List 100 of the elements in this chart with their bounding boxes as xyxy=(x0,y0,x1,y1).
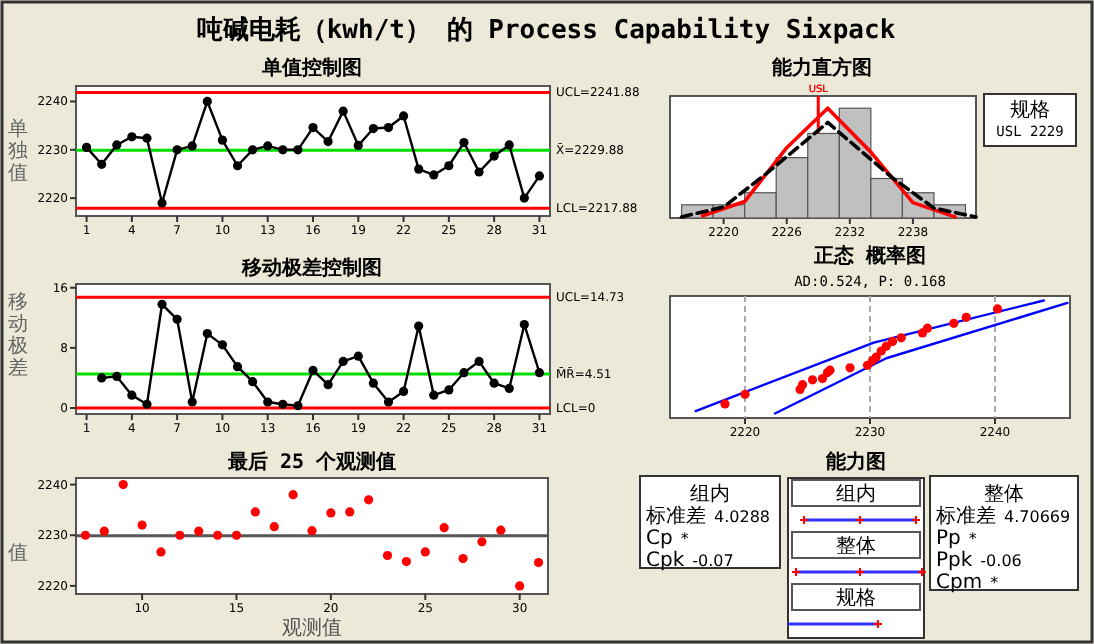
point xyxy=(278,145,288,155)
point xyxy=(97,159,107,169)
point xyxy=(323,136,333,147)
point xyxy=(156,547,166,557)
text: 能力图 xyxy=(826,450,886,474)
point xyxy=(845,363,855,373)
point xyxy=(519,193,529,203)
point xyxy=(217,135,228,145)
point xyxy=(420,547,430,557)
point xyxy=(398,386,409,397)
point xyxy=(439,523,449,533)
point xyxy=(172,314,182,324)
text: Pp * xyxy=(936,528,977,550)
chart-title: 正态 概率图 xyxy=(811,244,927,268)
point xyxy=(533,557,544,568)
point xyxy=(202,329,212,339)
point xyxy=(477,537,487,547)
point xyxy=(99,526,109,536)
point xyxy=(157,299,167,309)
point xyxy=(353,351,363,361)
point xyxy=(398,111,409,121)
point xyxy=(429,170,439,180)
point xyxy=(187,141,197,151)
point xyxy=(187,397,197,407)
point xyxy=(97,373,107,383)
point xyxy=(308,365,318,376)
text: 规格 xyxy=(836,586,876,610)
point xyxy=(293,401,303,411)
point xyxy=(353,140,363,151)
point xyxy=(401,556,411,567)
point xyxy=(383,397,394,407)
point xyxy=(949,318,959,328)
point xyxy=(458,553,468,564)
point xyxy=(519,319,529,330)
point xyxy=(383,122,394,133)
point xyxy=(345,507,355,517)
point xyxy=(474,356,484,366)
text: 规格 xyxy=(1010,98,1050,122)
point xyxy=(137,520,147,530)
point xyxy=(172,145,182,155)
text: 标准差 4.70669 xyxy=(934,504,1071,528)
point xyxy=(474,167,484,177)
chart-title: 移动极差控制图 xyxy=(240,256,382,280)
point xyxy=(118,479,128,490)
point xyxy=(489,151,499,161)
point xyxy=(175,530,185,540)
point xyxy=(194,526,204,536)
point xyxy=(961,312,971,322)
chart-title: 能力直方图 xyxy=(772,56,872,80)
chart-subtitle: 单值控制图 xyxy=(260,56,362,80)
point xyxy=(338,106,348,116)
chart-title: 吨碱电耗（kwh/t） 的 Process Capability Sixpack xyxy=(196,14,896,46)
point xyxy=(429,390,439,400)
point xyxy=(368,123,378,134)
point xyxy=(807,375,818,385)
point xyxy=(504,383,514,394)
x-axis-title: 观测值 xyxy=(282,616,342,640)
point xyxy=(534,171,545,181)
point xyxy=(817,373,828,384)
point xyxy=(459,368,469,378)
point xyxy=(288,490,298,500)
point xyxy=(364,495,374,505)
y-axis-title: 值 xyxy=(8,543,28,565)
point xyxy=(248,377,258,387)
point xyxy=(338,356,348,366)
text: Cp * xyxy=(646,528,689,550)
point xyxy=(308,122,318,133)
point xyxy=(496,525,506,535)
point xyxy=(232,362,243,372)
point xyxy=(127,132,137,142)
text: 标准差 4.0288 xyxy=(644,504,770,528)
point xyxy=(922,323,933,333)
point xyxy=(142,133,152,143)
point xyxy=(142,399,152,409)
point xyxy=(269,522,279,532)
point xyxy=(217,340,228,350)
point xyxy=(307,526,317,536)
point xyxy=(323,380,333,390)
point xyxy=(263,397,273,407)
point xyxy=(992,304,1003,314)
point xyxy=(278,399,288,409)
y-axis-title: 单独值 xyxy=(8,117,28,185)
point xyxy=(202,96,212,107)
point xyxy=(368,378,378,388)
point xyxy=(382,550,393,561)
point xyxy=(444,161,454,171)
point xyxy=(231,530,242,540)
point xyxy=(896,333,906,343)
text: Cpk -0.07 xyxy=(646,550,734,572)
point xyxy=(740,389,750,399)
point xyxy=(157,198,167,208)
point xyxy=(414,321,424,331)
point xyxy=(414,164,424,174)
text: 整体 xyxy=(836,534,876,558)
point xyxy=(720,399,730,409)
point xyxy=(248,145,258,155)
point xyxy=(81,142,92,152)
point xyxy=(459,137,469,148)
point xyxy=(112,371,122,382)
point xyxy=(213,530,223,540)
